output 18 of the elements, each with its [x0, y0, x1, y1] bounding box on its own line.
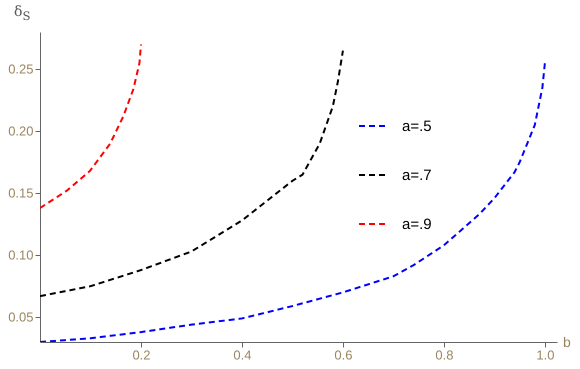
y-tick-label: 0.05: [8, 310, 34, 325]
x-tick-label: 0.2: [132, 348, 151, 362]
x-axis-title: b: [563, 334, 571, 350]
legend-label: a=.7: [402, 167, 432, 184]
x-tick-label: 0.6: [334, 348, 352, 362]
y-tick-label: 0.10: [8, 248, 34, 263]
x-tick-label: 0.4: [233, 348, 252, 362]
line-series: [40, 62, 546, 342]
x-tick-label: 1.0: [536, 348, 554, 362]
y-tick-label: 0.25: [8, 62, 34, 77]
x-tick-label: 0.8: [435, 348, 454, 362]
y-axis-title: δ$_{S}$: [14, 4, 30, 23]
y-tick-label: 0.20: [8, 124, 34, 139]
legend-label: a=.5: [402, 118, 432, 135]
y-tick-label: 0.15: [8, 186, 34, 201]
line-series: [40, 50, 344, 298]
legend-label: a=.9: [402, 216, 432, 233]
line-series: [40, 43, 142, 210]
